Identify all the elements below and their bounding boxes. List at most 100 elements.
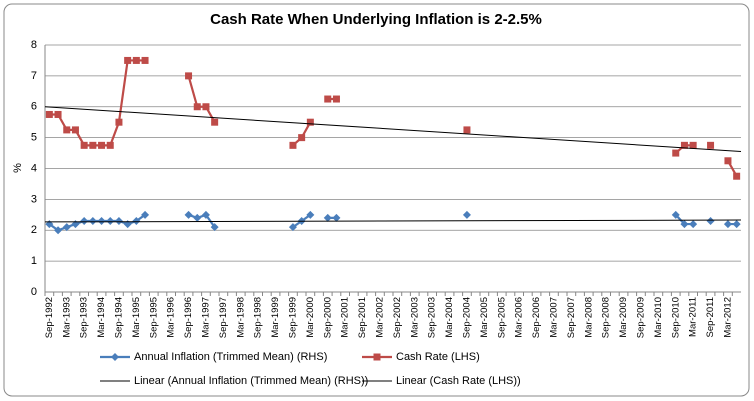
y-tick-label: 3 bbox=[31, 193, 37, 205]
y-tick-label: 7 bbox=[31, 70, 37, 82]
legend-label: Annual Inflation (Trimmed Mean) (RHS) bbox=[134, 351, 327, 363]
x-tick-label: Sep-1996 bbox=[183, 297, 194, 338]
x-tick-label: Sep-2004 bbox=[461, 297, 472, 338]
point bbox=[306, 210, 315, 219]
x-tick-label: Mar-2001 bbox=[340, 297, 351, 338]
point bbox=[45, 110, 53, 118]
point bbox=[54, 226, 63, 235]
point bbox=[202, 103, 210, 111]
point bbox=[672, 149, 680, 157]
x-tick-label: Sep-2007 bbox=[566, 297, 577, 338]
point bbox=[732, 220, 741, 229]
point bbox=[306, 118, 314, 126]
point bbox=[680, 220, 689, 229]
point bbox=[115, 118, 123, 126]
point bbox=[98, 141, 106, 149]
y-tick-label: 5 bbox=[31, 132, 37, 144]
x-tick-label: Sep-2011 bbox=[705, 297, 716, 338]
x-tick-label: Mar-1993 bbox=[61, 297, 72, 338]
point bbox=[88, 216, 97, 225]
x-tick-label: Sep-2003 bbox=[427, 297, 438, 338]
y-tick-label: 2 bbox=[31, 224, 37, 236]
x-tick-label: Mar-1995 bbox=[131, 297, 142, 338]
point bbox=[211, 118, 219, 126]
x-tick-label: Mar-2002 bbox=[374, 297, 385, 338]
point bbox=[106, 141, 114, 149]
point bbox=[298, 134, 306, 142]
chart-title: Cash Rate When Underlying Inflation is 2… bbox=[210, 11, 542, 28]
point bbox=[141, 210, 150, 219]
x-tick-label: Mar-1998 bbox=[235, 297, 246, 338]
x-tick-label: Mar-2004 bbox=[444, 297, 455, 338]
point bbox=[97, 216, 106, 225]
point bbox=[288, 223, 297, 232]
trend-line bbox=[44, 106, 742, 153]
x-tick-label: Mar-1999 bbox=[270, 297, 281, 338]
x-tick-label: Sep-2002 bbox=[392, 297, 403, 338]
x-tick-label: Sep-1992 bbox=[44, 297, 55, 338]
point bbox=[201, 210, 210, 219]
y-tick-label: 6 bbox=[31, 101, 37, 113]
legend-label: Linear (Annual Inflation (Trimmed Mean) … bbox=[134, 375, 368, 387]
point bbox=[332, 213, 341, 222]
trend-line bbox=[44, 219, 742, 223]
x-tick-label: Mar-1994 bbox=[96, 297, 107, 338]
x-tick-label: Sep-1993 bbox=[79, 297, 90, 338]
x-tick-label: Sep-2005 bbox=[496, 297, 507, 338]
point bbox=[185, 72, 193, 80]
legend-marker bbox=[373, 353, 381, 361]
point bbox=[332, 95, 340, 103]
x-tick-label: Sep-1999 bbox=[287, 297, 298, 338]
point bbox=[463, 126, 471, 134]
point bbox=[680, 141, 688, 149]
x-tick-label: Mar-2011 bbox=[688, 297, 699, 337]
point bbox=[733, 172, 741, 180]
x-tick-label: Sep-2006 bbox=[531, 297, 542, 338]
point bbox=[62, 223, 71, 232]
point bbox=[723, 220, 732, 229]
point bbox=[706, 216, 715, 225]
legend-label: Cash Rate (LHS) bbox=[396, 351, 480, 363]
point bbox=[114, 216, 123, 225]
point bbox=[184, 210, 193, 219]
point bbox=[80, 141, 88, 149]
x-tick-label: Sep-2009 bbox=[635, 297, 646, 338]
legend-marker bbox=[111, 353, 119, 361]
x-tick-label: Sep-1995 bbox=[148, 297, 159, 338]
x-tick-label: Mar-2012 bbox=[722, 297, 733, 338]
point bbox=[324, 95, 332, 103]
point bbox=[80, 216, 89, 225]
point bbox=[124, 56, 132, 64]
y-tick-label: 0 bbox=[31, 286, 37, 298]
x-tick-label: Sep-2000 bbox=[322, 297, 333, 338]
point bbox=[106, 216, 115, 225]
point bbox=[323, 213, 332, 222]
x-tick-label: Mar-2008 bbox=[583, 297, 594, 338]
x-tick-label: Mar-2000 bbox=[305, 297, 316, 338]
point bbox=[462, 210, 471, 219]
chart-frame bbox=[3, 3, 750, 397]
x-tick-label: Mar-2005 bbox=[479, 297, 490, 338]
point bbox=[671, 210, 680, 219]
point bbox=[193, 213, 202, 222]
point bbox=[54, 110, 62, 118]
point bbox=[689, 220, 698, 229]
y-tick-label: 1 bbox=[31, 255, 37, 267]
point bbox=[63, 126, 71, 134]
point bbox=[132, 56, 140, 64]
legend-label: Linear (Cash Rate (LHS)) bbox=[396, 375, 521, 387]
point bbox=[289, 141, 297, 149]
x-tick-label: Mar-2003 bbox=[409, 297, 420, 338]
x-tick-label: Sep-2010 bbox=[670, 297, 681, 338]
x-tick-label: Mar-2007 bbox=[548, 297, 559, 338]
point bbox=[193, 103, 201, 111]
y-tick-label: 8 bbox=[31, 39, 37, 51]
point bbox=[141, 56, 149, 64]
point bbox=[89, 141, 97, 149]
x-tick-label: Mar-1997 bbox=[200, 297, 211, 338]
point bbox=[210, 223, 219, 232]
point bbox=[71, 126, 79, 134]
x-tick-label: Mar-2006 bbox=[514, 297, 525, 338]
x-tick-label: Sep-1994 bbox=[113, 297, 124, 338]
